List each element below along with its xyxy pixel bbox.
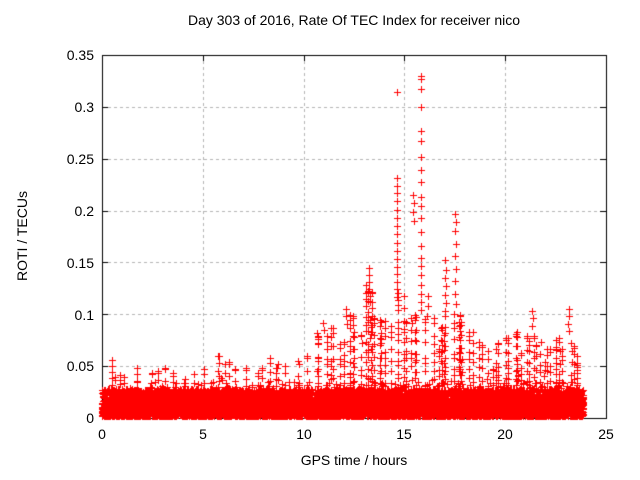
x-axis-label: GPS time / hours xyxy=(300,452,408,468)
y-tick-label: 0.1 xyxy=(74,307,94,323)
x-tick-label: 15 xyxy=(396,426,412,442)
x-tick-label: 10 xyxy=(296,426,312,442)
x-tick-label: 5 xyxy=(199,426,207,442)
chart-title: Day 303 of 2016, Rate Of TEC Index for r… xyxy=(187,12,521,28)
y-tick-label: 0.3 xyxy=(74,99,94,115)
x-tick-label: 25 xyxy=(598,426,614,442)
y-tick-label: 0.05 xyxy=(66,358,94,374)
x-tick-label: 0 xyxy=(98,426,106,442)
y-tick-label: 0.2 xyxy=(74,203,94,219)
y-tick-label: 0.25 xyxy=(66,151,94,167)
x-tick-label: 20 xyxy=(497,426,513,442)
y-tick-label: 0 xyxy=(86,410,94,426)
y-tick-label: 0.15 xyxy=(66,255,94,271)
y-tick-label: 0.35 xyxy=(66,47,94,63)
